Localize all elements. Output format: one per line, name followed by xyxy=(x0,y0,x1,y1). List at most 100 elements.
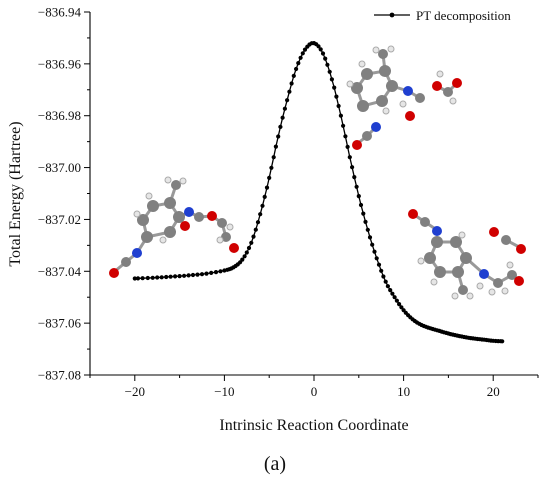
data-point xyxy=(363,219,368,224)
data-point xyxy=(213,270,219,275)
legend: PT decomposition xyxy=(374,8,511,23)
data-point xyxy=(345,144,350,149)
y-ticks: −836.94 −836.96 −836.98 −837.00 −837.02 −837.… xyxy=(38,5,90,383)
data-point xyxy=(354,184,359,189)
y-tick-label: −837.00 xyxy=(38,160,81,175)
data-point xyxy=(145,275,150,281)
data-point xyxy=(358,202,364,208)
data-point xyxy=(334,94,339,99)
data-point xyxy=(332,85,337,90)
plot-frame xyxy=(89,12,538,376)
data-point xyxy=(372,249,377,254)
data-point xyxy=(294,66,299,72)
data-point xyxy=(155,275,160,280)
data-point xyxy=(204,271,209,276)
data-point xyxy=(271,155,276,160)
data-point xyxy=(242,254,247,259)
data-point xyxy=(296,61,301,66)
data-point xyxy=(397,302,402,307)
data-point xyxy=(370,242,375,247)
data-point xyxy=(392,295,397,300)
data-point xyxy=(269,165,274,170)
data-point xyxy=(209,270,214,275)
y-tick-label: −836.98 xyxy=(38,108,81,123)
data-point xyxy=(343,134,348,139)
data-point xyxy=(390,291,395,296)
data-point xyxy=(168,274,173,279)
data-point xyxy=(255,220,261,225)
data-point xyxy=(251,234,256,239)
data-point xyxy=(381,274,386,279)
molecule-reactant xyxy=(109,176,239,278)
data-point xyxy=(140,276,145,281)
data-point xyxy=(325,62,330,67)
legend-label: PT decomposition xyxy=(416,8,511,23)
data-point xyxy=(199,272,205,277)
data-point xyxy=(278,124,283,129)
legend-marker xyxy=(389,12,395,18)
data-point xyxy=(347,155,352,160)
x-tick-label: 0 xyxy=(311,384,318,399)
data-point xyxy=(285,98,290,103)
data-point xyxy=(262,194,267,199)
data-point xyxy=(383,279,388,284)
data-point xyxy=(287,89,292,94)
data-point xyxy=(177,274,182,279)
data-point xyxy=(298,55,303,60)
data-point xyxy=(352,175,357,180)
x-tick-label: −10 xyxy=(214,384,234,399)
data-point xyxy=(173,274,178,279)
data-point xyxy=(350,165,355,170)
data-point xyxy=(320,51,326,56)
x-axis-title: Intrinsic Reaction Coordinate xyxy=(219,417,408,434)
y-axis-title: Total Energy (Hartree) xyxy=(7,121,24,266)
data-point xyxy=(253,227,258,232)
data-point xyxy=(300,51,305,56)
x-ticks: −20 −10 0 10 20 xyxy=(89,375,539,399)
data-point xyxy=(367,235,373,240)
y-tick-label: −837.02 xyxy=(38,212,81,227)
data-point xyxy=(244,250,249,255)
data-point xyxy=(159,275,164,280)
data-point xyxy=(361,211,366,216)
data-point xyxy=(150,275,155,280)
data-point xyxy=(276,134,281,139)
data-point xyxy=(379,268,384,273)
data-point xyxy=(249,240,254,245)
data-point xyxy=(132,276,137,281)
y-tick-label: −837.04 xyxy=(38,264,82,279)
data-point xyxy=(365,227,370,232)
data-point xyxy=(399,305,404,310)
data-point xyxy=(327,69,332,74)
data-point xyxy=(240,257,245,262)
data-point xyxy=(164,274,169,280)
data-point xyxy=(186,273,191,278)
data-point xyxy=(318,47,323,52)
data-point xyxy=(376,262,382,267)
data-point xyxy=(341,123,346,128)
y-tick-label: −837.08 xyxy=(38,368,81,383)
data-point xyxy=(258,212,263,217)
y-tick-label: −836.94 xyxy=(38,5,82,20)
data-point xyxy=(273,144,278,149)
data-point xyxy=(374,256,379,261)
x-tick-label: 20 xyxy=(487,384,500,399)
data-point xyxy=(302,47,308,52)
data-point xyxy=(280,115,285,120)
data-point xyxy=(323,56,328,61)
data-point xyxy=(289,81,294,86)
data-point xyxy=(356,194,361,199)
series-layer xyxy=(132,41,505,344)
data-point xyxy=(336,103,341,109)
data-point xyxy=(246,245,252,251)
data-point xyxy=(260,203,265,208)
data-point xyxy=(338,113,343,118)
data-point xyxy=(316,44,321,49)
data-point xyxy=(135,276,141,281)
data-point xyxy=(394,298,399,303)
data-point xyxy=(182,273,187,278)
data-point xyxy=(195,272,200,277)
data-point xyxy=(282,106,287,111)
data-point xyxy=(267,175,272,180)
